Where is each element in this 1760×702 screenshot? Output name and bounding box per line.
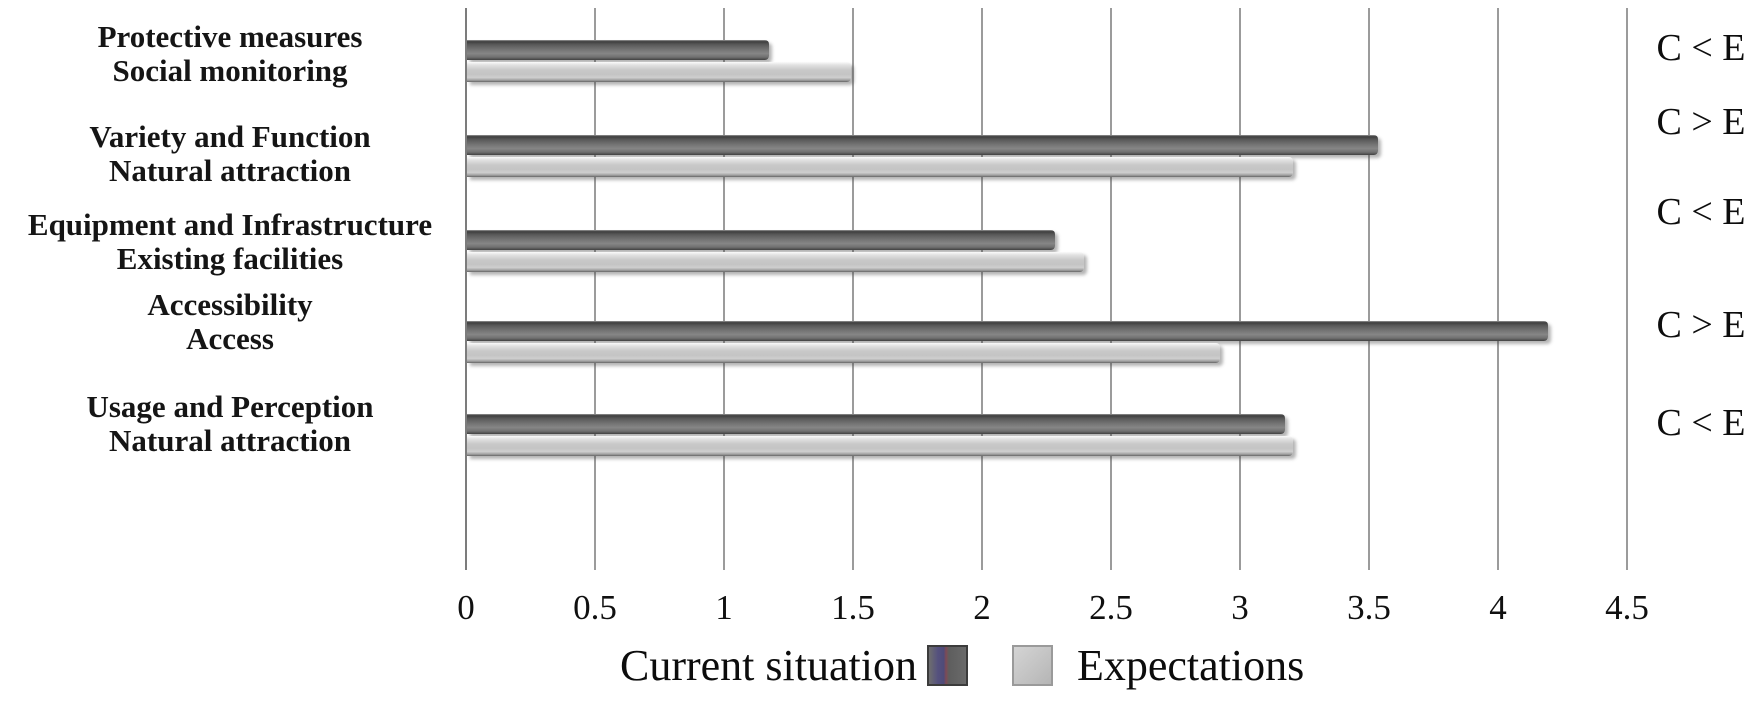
gridline-4 — [1497, 8, 1499, 570]
gridline-3.5 — [1368, 8, 1370, 570]
legend-swatch-expectations-icon — [1011, 645, 1053, 686]
bar-current-situation — [467, 230, 1055, 250]
x-tick-label-2.5: 2.5 — [1089, 588, 1133, 627]
category-label-line1: Variety and Function — [89, 119, 371, 154]
x-tick-label-0: 0 — [457, 588, 475, 627]
bar-current-situation — [467, 414, 1285, 434]
bar-current-situation — [467, 321, 1548, 341]
bar-expectations — [467, 436, 1293, 456]
category-label-line1: Usage and Perception — [86, 389, 374, 424]
legend-label-current: Current situation — [620, 641, 917, 690]
category-label: Variety and Function Natural attraction — [0, 120, 460, 188]
category-label: Protective measures Social monitoring — [0, 20, 460, 88]
category-label: Usage and Perception Natural attraction — [0, 390, 460, 458]
gridline-3 — [1239, 8, 1241, 570]
category-label-line2: Existing facilities — [116, 241, 344, 276]
legend-label-expectations: Expectations — [1076, 641, 1305, 690]
bar-current-situation — [467, 40, 769, 60]
category-label-line2: Social monitoring — [112, 53, 348, 88]
bar-expectations — [467, 157, 1293, 177]
legend-swatch-current-icon — [926, 645, 968, 686]
category-label-line2: Natural attraction — [109, 153, 351, 188]
category-label: Equipment and Infrastructure Existing fac… — [0, 208, 460, 276]
category-label-line1: Protective measures — [97, 19, 363, 54]
comparison-annotation: C < E — [1656, 402, 1746, 444]
gridline-0 — [465, 8, 467, 570]
x-tick-label-3: 3 — [1231, 588, 1249, 627]
comparison-annotation: C < E — [1656, 27, 1746, 69]
comparison-annotation: C > E — [1656, 101, 1746, 143]
x-tick-label-4: 4 — [1489, 588, 1507, 627]
gridline-1 — [723, 8, 725, 570]
bar-current-situation — [467, 135, 1378, 155]
bar-expectations — [467, 62, 851, 82]
gridline-1.5 — [852, 8, 854, 570]
category-label: Accessibility Access — [0, 288, 460, 356]
x-tick-label-1: 1 — [715, 588, 733, 627]
x-tick-label-3.5: 3.5 — [1347, 588, 1391, 627]
gridline-0.5 — [594, 8, 596, 570]
category-label-line2: Natural attraction — [109, 423, 351, 458]
x-tick-label-4.5: 4.5 — [1605, 588, 1649, 627]
x-tick-label-2: 2 — [973, 588, 991, 627]
gridline-2.5 — [1110, 8, 1112, 570]
comparison-annotation: C < E — [1656, 191, 1746, 233]
chart-legend: Current situation Expectations — [620, 640, 1304, 691]
comparison-annotation: C > E — [1656, 304, 1746, 346]
x-tick-label-0.5: 0.5 — [573, 588, 617, 627]
category-label-line2: Access — [186, 321, 274, 356]
x-tick-label-1.5: 1.5 — [831, 588, 875, 627]
gridline-2 — [981, 8, 983, 570]
gridline-4.5 — [1626, 8, 1628, 570]
bar-expectations — [467, 343, 1220, 363]
bar-expectations — [467, 252, 1084, 272]
category-label-line1: Equipment and Infrastructure — [27, 207, 433, 242]
category-label-line1: Accessibility — [147, 287, 313, 322]
